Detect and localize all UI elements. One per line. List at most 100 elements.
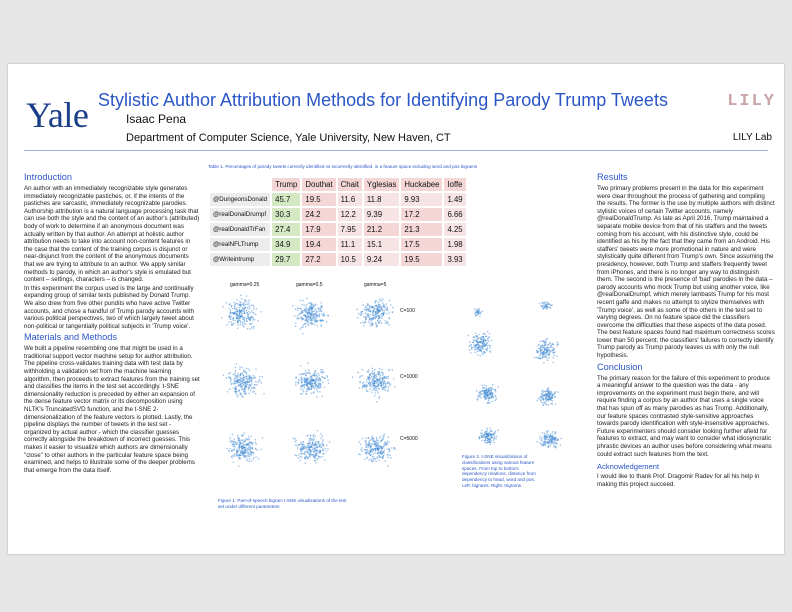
tsne-point [318,383,320,385]
tsne-point [302,299,304,302]
tsne-point [316,429,319,432]
lily-logo: LILY [727,92,776,111]
figure2-tsne-plot [478,427,499,446]
tsne-point [314,304,317,306]
tsne-point [379,299,381,302]
tsne-point [475,311,477,314]
tsne-point [299,456,302,458]
tsne-point [311,315,314,317]
tsne-point [384,384,387,387]
tsne-point [549,307,552,309]
tsne-point [543,306,546,309]
tsne-point [493,432,495,434]
table-row-label: @DungeonsDonald [210,193,271,206]
tsne-point [546,398,549,400]
tsne-point [313,310,316,312]
tsne-point [243,450,246,453]
table-cell: 1.98 [444,238,466,251]
tsne-point [540,395,543,398]
tsne-point [363,315,365,318]
tsne-point [539,437,541,440]
tsne-point [383,309,386,312]
tsne-point [256,449,259,451]
tsne-point [232,461,235,464]
tsne-point [493,436,496,438]
tsne-point [486,344,489,347]
tsne-point [249,379,252,382]
tsne-point [489,346,492,349]
tsne-point [317,307,319,310]
tsne-point [550,392,553,395]
tsne-point [556,341,559,344]
tsne-point [547,446,550,448]
tsne-point [313,373,315,376]
tsne-point [242,441,245,444]
tsne-point [249,322,251,325]
tsne-point [247,455,249,457]
tsne-point [299,365,302,367]
tsne-point [225,301,228,304]
tsne-point [248,441,251,443]
tsne-point [379,310,381,312]
tsne-point [294,441,297,443]
tsne-point [327,379,329,382]
tsne-point [247,368,250,370]
tsne-point [483,344,486,347]
tsne-point [247,381,250,384]
tsne-point [362,384,364,387]
tsne-point [320,446,323,449]
tsne-point [314,370,317,372]
tsne-point [253,387,256,389]
tsne-point [248,438,251,440]
table-cell: 27.4 [272,223,301,236]
tsne-point [234,382,236,385]
tsne-point [299,388,302,390]
tsne-point [248,387,250,389]
tsne-point [373,458,376,460]
tsne-point [254,377,256,379]
tsne-point [378,437,381,439]
tsne-point [375,310,377,313]
tsne-point [369,322,371,324]
tsne-point [254,441,257,444]
tsne-point [368,304,371,306]
tsne-point [254,313,257,316]
tsne-point [247,316,250,319]
tsne-point [473,344,475,346]
tsne-point [366,381,368,384]
tsne-point [377,314,379,316]
tsne-point [367,309,370,311]
tsne-point [389,449,391,452]
tsne-point [474,339,477,342]
tsne-point [539,344,542,347]
tsne-point [359,453,361,456]
tsne-point [249,328,251,330]
tsne-point [553,354,555,357]
tsne-point [369,313,372,316]
tsne-point [305,316,308,318]
tsne-point [537,356,539,359]
tsne-point [248,460,250,462]
tsne-point [238,375,240,377]
tsne-point [544,348,546,351]
tsne-point [387,465,389,468]
tsne-point [321,435,324,437]
tsne-point [322,443,324,446]
tsne-point [236,434,239,437]
tsne-point [325,450,328,453]
tsne-point [545,357,548,359]
tsne-point [226,324,228,326]
tsne-point [545,442,548,444]
tsne-point [312,379,314,382]
tsne-point [310,438,313,441]
tsne-point [542,308,545,310]
tsne-point [373,371,376,374]
tsne-point [228,372,230,375]
tsne-point [236,379,239,381]
tsne-point [318,445,321,447]
tsne-point [307,442,310,445]
tsne-point [237,320,240,323]
tsne-point [252,452,255,455]
tsne-point [309,306,312,309]
tsne-point [386,440,389,443]
